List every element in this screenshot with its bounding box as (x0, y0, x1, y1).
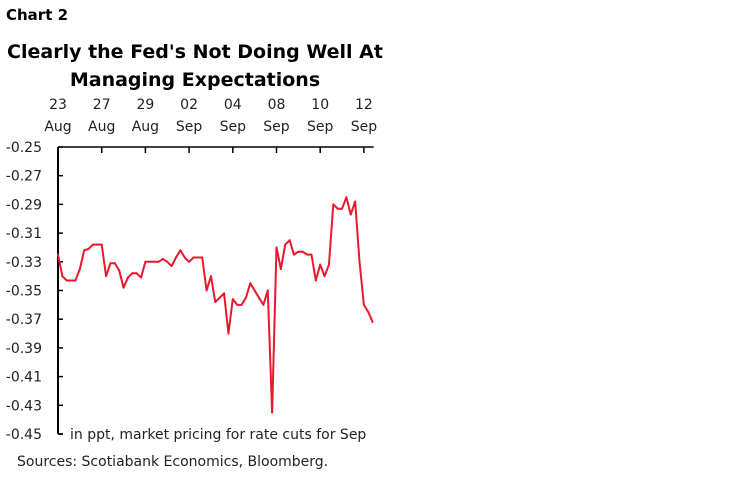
x-tick-label-day: 27 (93, 97, 111, 113)
line-segment (74, 267, 81, 282)
line-segment (249, 282, 256, 292)
line-segment (231, 298, 239, 306)
line-segment (118, 269, 125, 289)
x-tick-label-month: Sep (220, 119, 247, 135)
line-segment (87, 243, 94, 250)
y-tick-label: -0.35 (6, 284, 42, 300)
x-tick-label-day: 04 (224, 97, 242, 113)
y-tick-label: -0.27 (6, 169, 42, 185)
line-segment (345, 196, 352, 216)
line-segment (367, 311, 374, 324)
line-segment (78, 249, 86, 270)
series-line (57, 196, 374, 414)
line-segment (275, 246, 282, 270)
line-segment (201, 256, 208, 292)
line-segment (61, 275, 68, 282)
x-tick-label-month: Sep (176, 119, 203, 135)
line-segment (113, 262, 121, 272)
axes: -0.25 -0.27 -0.29 -0.31 -0.33 -0.35 -0.37 -0.39… (6, 97, 377, 443)
chart-title: Clearly the Fed's Not Doing Well At Mana… (0, 38, 390, 94)
x-tick-label-month: Aug (44, 119, 71, 135)
line-segment (170, 256, 177, 268)
y-tick-label: -0.41 (6, 370, 42, 386)
y-tick-label: -0.37 (6, 312, 42, 328)
line-segment (122, 276, 129, 289)
y-tick-label: -0.25 (6, 140, 42, 156)
line-segment (253, 289, 261, 299)
x-tick-label-day: 12 (355, 97, 373, 113)
line-segment (205, 275, 212, 292)
y-tick-label: -0.39 (6, 341, 42, 357)
x-tick-label-month: Sep (307, 119, 334, 135)
y-tick-label: -0.31 (6, 226, 42, 242)
line-segment (354, 200, 361, 263)
y-tick-label: -0.43 (6, 398, 42, 414)
line-segment (310, 253, 317, 282)
line-segment (314, 263, 322, 282)
line-segment (271, 246, 278, 414)
x-tick-label-day: 08 (268, 97, 286, 113)
x-tick-label-day: 23 (49, 97, 67, 113)
line-segment (57, 253, 64, 278)
line-segment (319, 263, 326, 278)
source-note: Sources: Scotiabank Economics, Bloomberg… (17, 454, 329, 470)
line-segment (209, 275, 217, 303)
chart-title-line-2: Managing Expectations (69, 69, 321, 91)
line-segment (100, 243, 108, 278)
line-segment (323, 263, 330, 278)
line-segment (266, 289, 274, 414)
x-tick-label-day: 10 (311, 97, 329, 113)
line-segment (174, 249, 182, 259)
line-segment (358, 260, 365, 306)
line-segment (105, 262, 112, 278)
line-segment (362, 303, 370, 314)
y-tick-label: -0.33 (6, 255, 42, 271)
line-segment (288, 239, 295, 256)
line-segment (214, 296, 221, 303)
line-segment (244, 282, 252, 299)
line-segment (179, 249, 186, 259)
line-segment (279, 243, 287, 270)
line-segment (126, 272, 134, 279)
chart-label: Chart 2 (6, 6, 69, 24)
line-segment (140, 260, 147, 279)
x-tick-label-day: 29 (136, 97, 154, 113)
x-tick-label-month: Aug (132, 119, 159, 135)
chart-title-line-1: Clearly the Fed's Not Doing Well At (7, 41, 383, 63)
x-tick-label-month: Sep (351, 119, 378, 135)
x-tick-label-day: 02 (180, 97, 198, 113)
x-tick-label-month: Sep (263, 119, 290, 135)
line-segment (227, 298, 234, 335)
line-segment (240, 296, 247, 306)
line-segment (223, 292, 230, 335)
line-segment (341, 196, 348, 210)
y-tick-label: -0.29 (6, 197, 42, 213)
chart-annotation: in ppt, market pricing for rate cuts for… (70, 427, 366, 443)
line-segment (183, 256, 191, 263)
line-segment (332, 203, 339, 210)
line-segment (188, 256, 195, 263)
line-segment (327, 203, 335, 266)
line-segment (258, 296, 265, 306)
y-tick-label: -0.45 (6, 427, 42, 443)
x-tick-label-month: Aug (88, 119, 115, 135)
